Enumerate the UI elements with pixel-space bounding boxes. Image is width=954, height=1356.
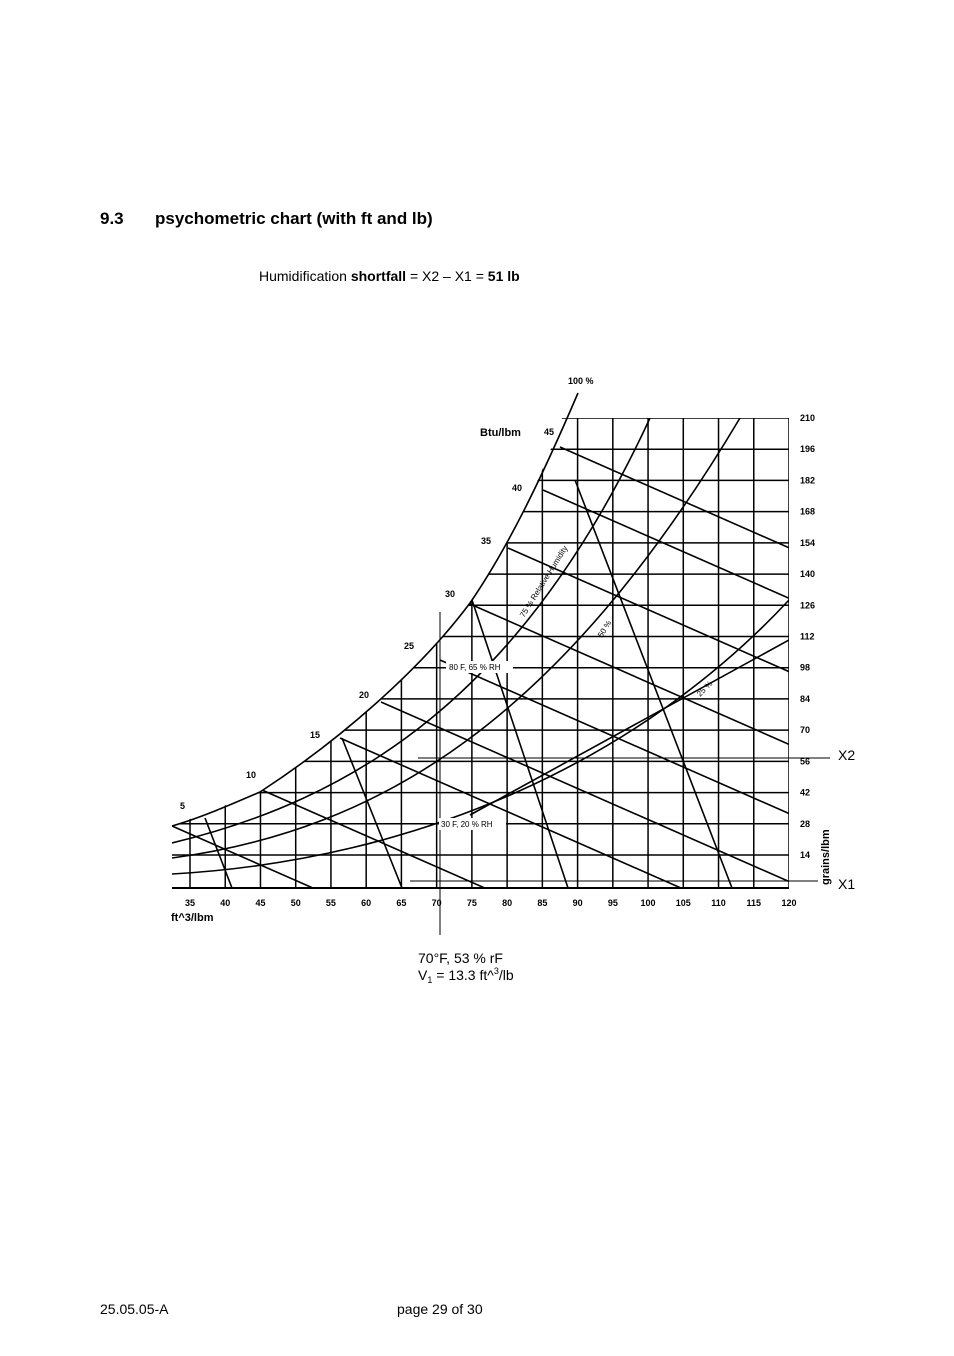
x-tick-label: 45 [255,898,265,908]
label-bg [446,661,513,673]
enthalpy-label: 20 [359,690,369,700]
y-tick-label: 42 [800,788,810,798]
footer-center: page 29 of 30 [397,1301,483,1317]
x-tick-label: 65 [396,898,406,908]
volume-line [574,479,733,888]
enthalpy-label: 30 [445,589,455,599]
x-tick-label: 100 [641,898,656,908]
marker: X2 [838,747,855,763]
y-tick-label: 196 [800,444,815,454]
x-tick-label: 55 [326,898,336,908]
x-tick-label: 60 [361,898,371,908]
y-tick-label: 182 [800,475,815,485]
intro-text: = X2 – X1 = [406,268,488,284]
superscript: 3 [494,966,499,976]
point-label: 30 F, 20 % RH [441,820,493,829]
marker: X1 [838,876,855,892]
enthalpy-label: 40 [512,483,522,493]
line [469,639,789,816]
y-tick-label: 84 [800,694,810,704]
enthalpy-unit: Btu/lbm [480,427,521,439]
x-tick-label: 50 [291,898,301,908]
enthalpy-line [469,603,789,746]
x-tick-label: 75 [467,898,477,908]
enthalpy-label: 10 [246,770,256,780]
x-tick-label: 35 [185,898,195,908]
y-tick-label: 28 [800,819,810,829]
y-tick-label: 154 [800,538,815,548]
y-tick-label: 210 [800,413,815,423]
x-tick-label: 85 [537,898,547,908]
state-text: 70°F, 53 % rF [418,950,503,966]
y-tick-label: 140 [800,569,815,579]
x-tick-label: 95 [608,898,618,908]
x-tick-label: 40 [220,898,230,908]
y-tick-label: 112 [800,632,815,642]
enthalpy-line [380,701,789,883]
rh-25 [172,599,789,875]
state-text: V1 = 13.3 ft^3/lb [418,966,514,985]
saturation-label: 100 % [568,376,594,386]
y-tick-label: 126 [800,600,815,610]
x-tick-label: 80 [502,898,512,908]
volume-line [341,737,403,888]
enthalpy-line [542,489,789,599]
x-tick-label: 90 [573,898,583,908]
subscript: 1 [427,975,432,985]
x-tick-label: 110 [711,898,726,908]
saturation-curve [171,392,579,827]
enthalpy-line [172,825,789,888]
intro-bold: 51 lb [488,268,520,284]
enthalpy-line [507,547,789,673]
grains-unit: grains/lbm [820,829,832,885]
state-text: V [418,967,428,983]
section-number: 9.3 [100,209,124,228]
point-label: 80 F, 65 % RH [449,663,501,672]
enthalpy-line [559,446,789,549]
footer-left: 25.05.05-A [100,1301,169,1317]
x-tick-label: 105 [676,898,691,908]
enthalpy-line [439,659,789,815]
intro-text: Humidification [259,268,351,284]
chart-lines [172,418,789,888]
y-tick-label: 98 [800,663,810,673]
enthalpy-label: 25 [404,641,414,651]
enthalpy-label: 35 [481,536,491,546]
y-tick-label: 168 [800,507,815,517]
enthalpy-label: 5 [180,801,185,811]
label-bg [439,818,506,830]
y-tick-label: 14 [800,850,810,860]
volume-line [204,817,233,888]
volume-line [471,599,569,888]
enthalpy-label: 45 [544,427,554,437]
enthalpy-line [339,737,789,888]
intro-bold: shortfall [351,268,406,284]
x-tick-label: 120 [781,898,796,908]
rh-75 [172,418,651,844]
y-tick-label: 56 [800,756,810,766]
enthalpy-label: 15 [310,730,320,740]
volume-unit: ft^3/lbm [171,912,214,924]
state-text: /lb [499,967,514,983]
x-tick-label: 115 [746,898,761,908]
x-tick-label: 70 [432,898,442,908]
enthalpy-line [261,789,789,888]
section-title: psychometric chart (with ft and lb) [155,209,433,228]
intro: Humidification shortfall = X2 – X1 = 51 … [259,268,520,284]
state-text: = 13.3 ft^ [432,967,494,983]
y-tick-label: 70 [800,725,810,735]
rh-50 [172,418,741,859]
